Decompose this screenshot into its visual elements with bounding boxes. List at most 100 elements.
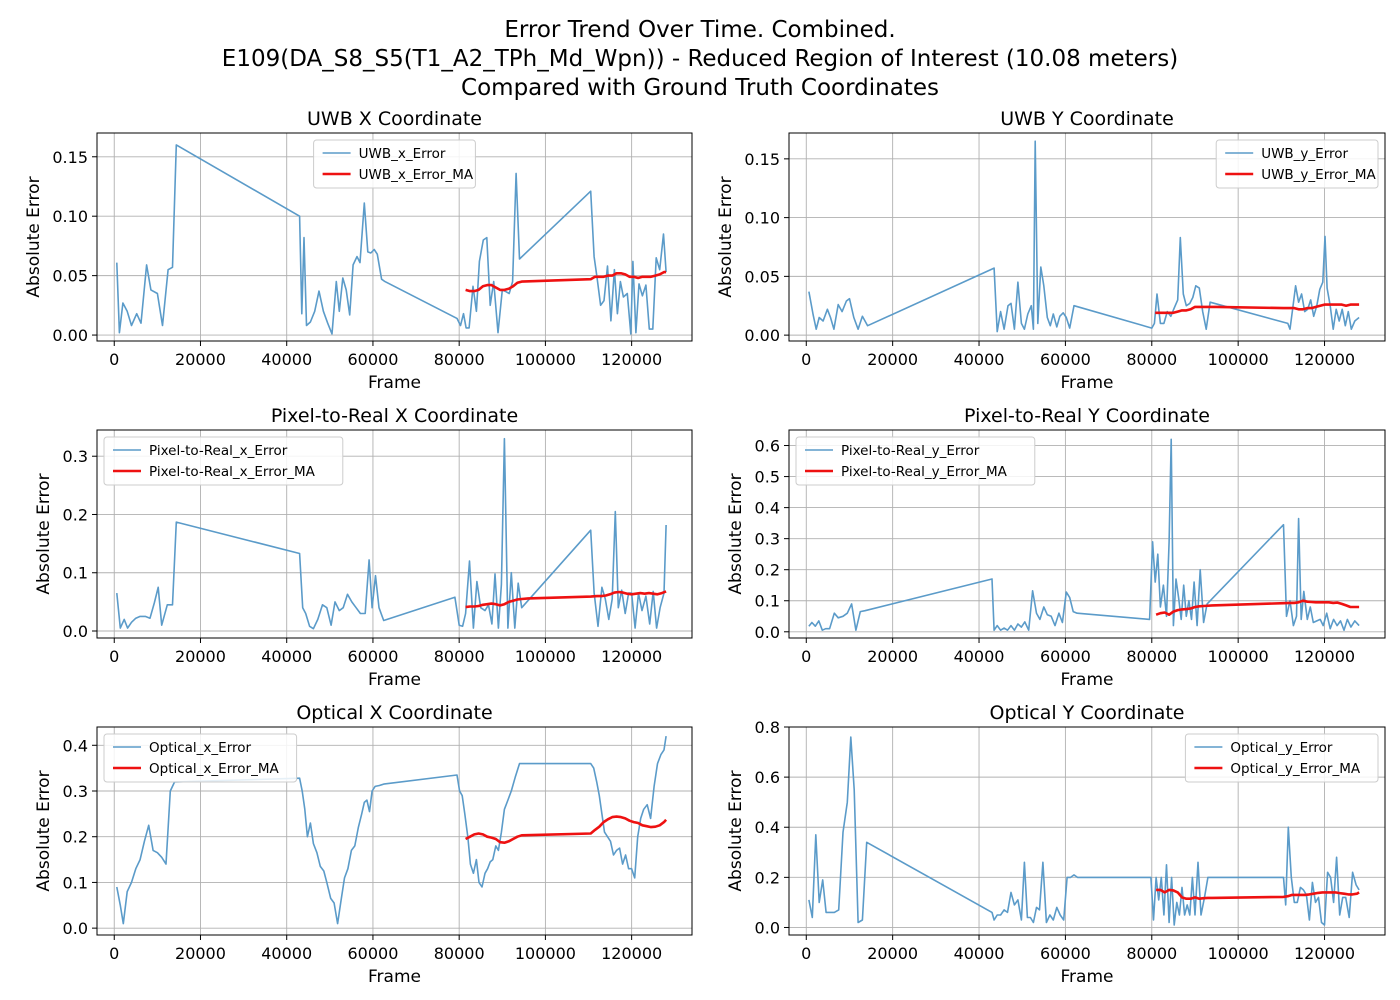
y-axis-label: Absolute Error [24,176,44,297]
x-tick-label: 80000 [434,350,485,369]
legend-label: Pixel-to-Real_x_Error [149,443,288,459]
x-tick-label: 20000 [175,944,226,963]
x-tick-label: 0 [109,350,119,369]
y-tick-label: 0.6 [755,768,780,787]
y-tick-label: 0.4 [755,499,780,518]
legend-label: Pixel-to-Real_x_Error_MA [149,464,316,480]
x-tick-label: 60000 [1040,350,1091,369]
legend-label: Optical_x_Error [149,740,252,756]
x-axis-label: Frame [368,670,421,690]
y-tick-label: 0.0 [755,623,780,642]
legend: Pixel-to-Real_x_Error Pixel-to-Real_x_Err… [103,436,344,486]
x-tick-label: 40000 [954,350,1005,369]
x-tick-label: 80000 [434,647,485,666]
y-tick-label: 0.1 [63,564,88,583]
legend-label: Optical_x_Error_MA [149,761,279,777]
legend: Optical_y_Error Optical_y_Error_MA [1184,733,1379,783]
subplot-title: Optical X Coordinate [296,702,492,724]
grid-lines [97,133,692,341]
x-tick-label: 0 [109,944,119,963]
x-tick-label: 120000 [601,350,662,369]
subplot-6: 0 20000 40000 60000 80000 100000 120000 0.0 0.2 0… [726,702,1386,987]
x-tick-label: 80000 [1126,944,1177,963]
y-axis-label: Absolute Error [34,770,54,891]
y-tick-label: 0.15 [52,148,88,167]
y-tick-label: 0.0 [63,919,88,938]
figure-title-line-3: Compared with Ground Truth Coordinates [461,75,939,101]
plot-frame [96,726,693,936]
y-tick-label: 0.8 [755,718,780,737]
plot-frame [788,132,1386,342]
x-tick-label: 20000 [867,350,918,369]
legend-label: UWB_x_Error_MA [359,167,474,183]
figure-title-line-2: E109(DA_S8_S5(T1_A2_TPh_Md_Wpn)) - Reduc… [221,46,1179,72]
series-line-Pixel-to-Real_y_Error_MA [1155,599,1360,617]
subplot-title: Pixel-to-Real Y Coordinate [964,405,1210,427]
y-tick-label: 0.3 [755,530,780,549]
x-tick-label: 20000 [867,647,918,666]
x-tick-label: 0 [801,944,811,963]
y-tick-label: 0.2 [755,868,780,887]
y-tick-label: 0.15 [744,150,780,169]
legend-label: Optical_y_Error [1230,740,1333,756]
x-axis-label: Frame [1061,670,1114,690]
y-tick-label: 0.1 [755,592,780,611]
x-tick-label: 120000 [601,944,662,963]
y-tick-label: 0.00 [52,326,88,345]
y-tick-label: 0.5 [755,468,780,487]
x-tick-label: 100000 [1208,647,1269,666]
series-line-UWB_x_Error [116,144,667,335]
legend: Optical_x_Error Optical_x_Error_MA [103,733,298,783]
x-tick-label: 80000 [1126,647,1177,666]
x-tick-label: 0 [801,647,811,666]
series-line-Optical_x_Error_MA [464,815,668,845]
x-tick-label: 120000 [1294,944,1355,963]
x-tick-label: 20000 [867,944,918,963]
series-line-UWB_y_Error_MA [1155,303,1360,315]
y-tick-label: 0.2 [63,505,88,524]
legend-label: Pixel-to-Real_y_Error_MA [841,464,1008,480]
plot-frame [788,429,1386,639]
subplot-title: Pixel-to-Real X Coordinate [271,405,518,427]
x-tick-label: 60000 [347,350,398,369]
y-tick-label: 0.3 [63,447,88,466]
grid-lines [97,727,692,935]
x-tick-label: 0 [109,647,119,666]
x-tick-label: 120000 [1294,647,1355,666]
x-tick-label: 60000 [1040,944,1091,963]
legend: UWB_y_Error UWB_y_Error_MA [1215,139,1379,189]
x-tick-label: 60000 [1040,647,1091,666]
legend-label: UWB_x_Error [359,146,446,162]
legend-box [313,139,476,189]
y-tick-label: 0.00 [744,326,780,345]
legend-box [103,733,298,783]
x-tick-label: 100000 [515,944,576,963]
x-axis-label: Frame [368,373,421,393]
y-tick-label: 0.0 [755,918,780,937]
legend-label: Optical_y_Error_MA [1230,761,1360,777]
x-axis-label: Frame [1061,967,1114,987]
y-axis-label: Absolute Error [726,770,746,891]
y-tick-label: 0.3 [63,782,88,801]
x-tick-label: 40000 [954,944,1005,963]
legend-box [795,436,1036,486]
series-line-Optical_y_Error_MA [1156,888,1360,901]
x-tick-label: 120000 [1294,350,1355,369]
y-tick-label: 0.4 [755,818,780,837]
x-tick-label: 0 [801,350,811,369]
y-tick-label: 0.10 [744,209,780,228]
x-axis-label: Frame [368,967,421,987]
legend-box [1215,139,1379,189]
y-tick-label: 0.2 [755,561,780,580]
y-tick-label: 0.4 [63,736,88,755]
y-tick-label: 0.05 [52,267,88,286]
x-tick-label: 40000 [261,647,312,666]
x-tick-label: 40000 [261,350,312,369]
y-tick-label: 0.10 [52,207,88,226]
x-tick-label: 60000 [347,647,398,666]
legend-label: Pixel-to-Real_y_Error [841,443,980,459]
x-tick-label: 60000 [347,944,398,963]
y-axis-label: Absolute Error [716,176,736,297]
subplot-4: 0 20000 40000 60000 80000 100000 120000 0.0 0.1 0… [726,405,1386,690]
